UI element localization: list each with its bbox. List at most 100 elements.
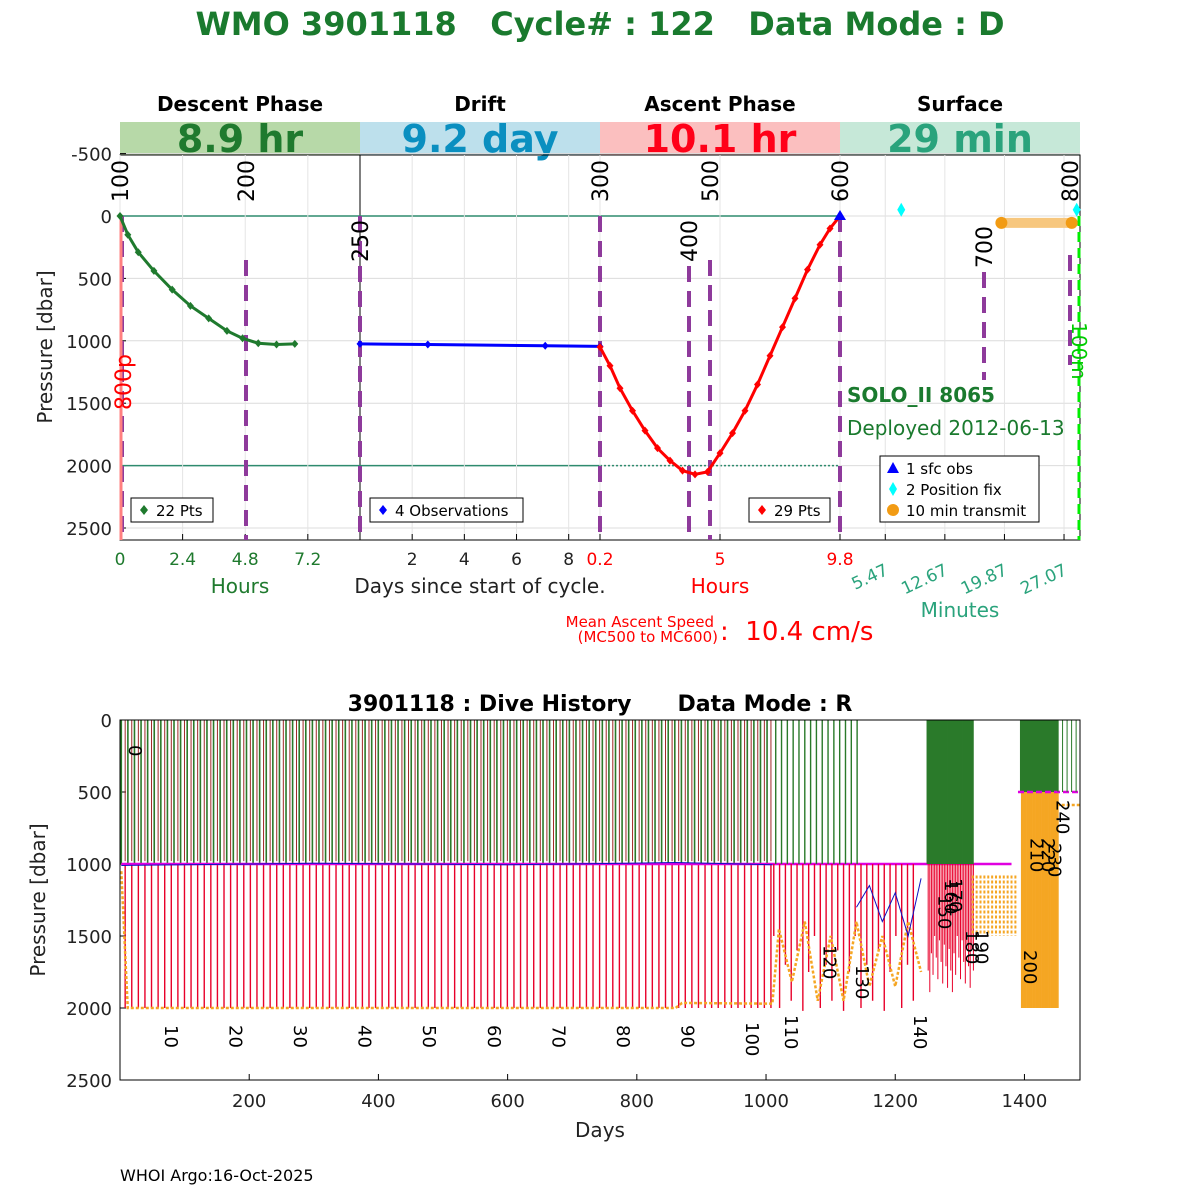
cycle-label: 230 xyxy=(1044,843,1065,877)
cycle-label: 10 xyxy=(160,1025,181,1048)
y-tick-label: 2500 xyxy=(66,1071,112,1092)
y-tick-label: 500 xyxy=(78,783,112,804)
legend-marker xyxy=(887,462,899,473)
drift-count-label: 4 Observations xyxy=(395,502,509,520)
cycle-label: 100 xyxy=(741,1022,762,1056)
x-tick-label: 4 xyxy=(459,550,470,570)
x-tick-label: 27.07 xyxy=(1018,560,1071,599)
descent-point xyxy=(186,301,194,310)
phase-duration-2: 10.1 hr xyxy=(644,117,797,161)
descent-point xyxy=(239,334,247,343)
ascent-point xyxy=(629,406,636,415)
ascent-point xyxy=(826,224,834,233)
y-tick-label: 500 xyxy=(78,269,112,290)
transmit-point xyxy=(1065,216,1078,229)
x-tick-label: 1400 xyxy=(1002,1091,1048,1112)
descent-point xyxy=(254,339,262,348)
float-model: SOLO_II 8065 xyxy=(847,383,995,407)
profile-depth-trace-late xyxy=(771,921,923,1003)
y-axis-label: Pressure [dbar] xyxy=(33,270,57,423)
y-tick-label: 1500 xyxy=(66,394,112,415)
cycle-label: 150 xyxy=(934,895,955,929)
y-tick-label: 1000 xyxy=(66,855,112,876)
transmit-point xyxy=(995,216,1008,229)
y-tick-label: 2000 xyxy=(66,457,112,478)
x-tick-label: 0 xyxy=(115,550,126,570)
phase-band-3 xyxy=(840,122,1080,155)
x-tick-label: 5 xyxy=(715,550,726,570)
descent-point xyxy=(116,212,124,220)
position-fix-point xyxy=(897,202,906,217)
history-frame xyxy=(119,719,1081,1081)
descent-count-marker xyxy=(140,505,148,515)
drift-x-label: Days since start of cycle. xyxy=(354,574,605,598)
cycle-label: 50 xyxy=(418,1025,439,1048)
x-tick-label: 200 xyxy=(232,1091,266,1112)
cycle-label: 140 xyxy=(909,1015,930,1049)
descent-point xyxy=(223,326,231,335)
x-tick-label: 0.2 xyxy=(586,550,613,570)
cycle-label: 80 xyxy=(612,1025,633,1048)
mission-code-label: 100 xyxy=(109,160,134,202)
x-tick-label: 4.8 xyxy=(232,550,259,570)
profile-depth-trace xyxy=(120,871,773,1010)
figure-title: WMO 3901118 Cycle# : 122 Data Mode : D xyxy=(195,5,1004,43)
drift-point xyxy=(541,341,549,350)
surface-legend: 1 sfc obs 2 Position fix 10 min transmit xyxy=(879,455,1040,523)
history-plot xyxy=(120,720,1080,1011)
ascent-point xyxy=(641,426,649,435)
cycle-label: 120 xyxy=(819,945,840,979)
y-tick-label: 1500 xyxy=(66,927,112,948)
y-tick-label: 2500 xyxy=(66,519,112,540)
descent-count-label: 22 Pts xyxy=(156,502,203,520)
history-title: 3901118 : Dive History Data Mode : R xyxy=(348,692,853,717)
speed-label-2: (MC500 to MC600) xyxy=(578,628,718,646)
mission-code-label: 300 xyxy=(589,160,614,202)
phase-duration-1: 9.2 day xyxy=(402,117,559,161)
cycle-label: 60 xyxy=(483,1025,504,1048)
y-tick-label: -500 xyxy=(71,145,112,166)
x-tick-label: 6 xyxy=(511,550,522,570)
descent-point xyxy=(205,314,213,323)
descent-line xyxy=(118,215,295,347)
descent-point xyxy=(150,266,158,275)
speed-label: Mean Ascent Speed xyxy=(566,613,714,631)
ascent-point xyxy=(754,380,761,389)
x-tick-label: 600 xyxy=(490,1091,524,1112)
x-axis-label: Days xyxy=(575,1118,625,1142)
cycle-label: 30 xyxy=(289,1025,310,1048)
ascent-point xyxy=(616,384,624,393)
legend-marker xyxy=(887,504,899,516)
ascent-point xyxy=(804,265,811,274)
red-marker-label: 800p xyxy=(112,354,137,410)
legend-label: 2 Position fix xyxy=(906,481,1002,499)
ascent-point xyxy=(816,240,824,249)
cycle-label: 110 xyxy=(780,1015,801,1049)
footer-credit: WHOI Argo:16-Oct-2025 xyxy=(120,1166,314,1185)
x-tick-label: 5.47 xyxy=(849,560,892,594)
x-tick-label: 19.87 xyxy=(958,560,1011,599)
cycle-label: 190 xyxy=(971,930,992,964)
mission-code-label: 400 xyxy=(678,220,703,262)
mission-code-label: 800 xyxy=(1059,160,1084,202)
x-tick-label: 9.8 xyxy=(826,550,853,570)
descent-point xyxy=(168,285,176,294)
phase-name-3: Surface xyxy=(917,92,1003,116)
ascent-point xyxy=(654,444,661,453)
ascent-count-label: 29 Pts xyxy=(774,502,821,520)
cycle-label: 160 xyxy=(940,880,961,914)
cycle-label: 40 xyxy=(354,1025,375,1048)
x-tick-label: 2 xyxy=(407,550,418,570)
y-tick-label: 1000 xyxy=(66,332,112,353)
deploy-date: Deployed 2012-06-13 xyxy=(847,416,1065,440)
legend-marker xyxy=(889,482,897,496)
cycle-label: 210 xyxy=(1025,838,1046,872)
descent-point xyxy=(134,248,142,257)
drift-point xyxy=(424,340,432,349)
descent-count-box xyxy=(130,497,214,523)
ascent-point xyxy=(704,467,711,476)
y-tick-label: 0 xyxy=(101,207,112,228)
ascent-point xyxy=(606,361,614,370)
